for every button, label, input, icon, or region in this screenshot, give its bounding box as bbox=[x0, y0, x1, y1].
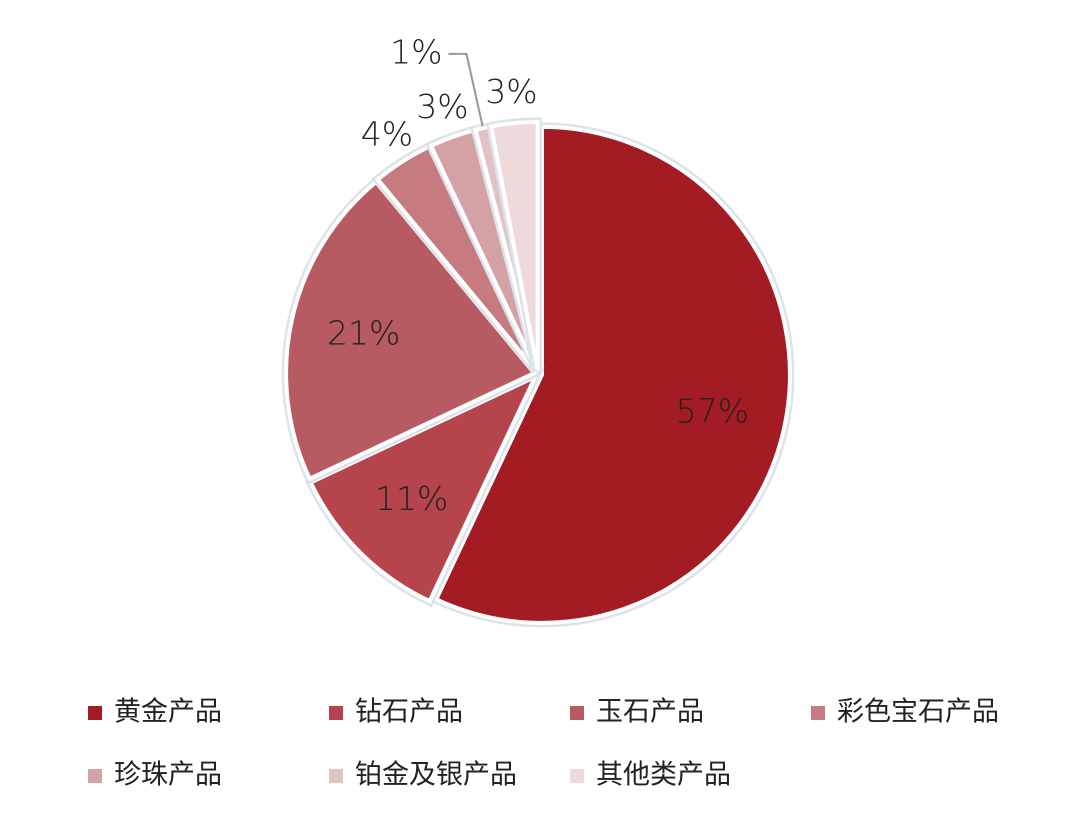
legend-swatch bbox=[570, 769, 584, 783]
data-label: 3% bbox=[416, 87, 468, 126]
data-label: 4% bbox=[361, 114, 413, 153]
legend-swatch bbox=[88, 769, 102, 783]
pie-slice bbox=[308, 372, 540, 604]
legend-label: 玉石产品 bbox=[596, 697, 704, 728]
data-label: 57% bbox=[676, 391, 749, 430]
data-label: 3% bbox=[485, 72, 537, 111]
data-label: 11% bbox=[375, 479, 448, 518]
pie-slice bbox=[488, 120, 540, 371]
legend-swatch bbox=[570, 706, 584, 720]
legend-label: 钻石产品 bbox=[355, 697, 463, 728]
leader-line bbox=[448, 52, 484, 127]
legend-label: 珍珠产品 bbox=[114, 760, 222, 791]
legend-label: 黄金产品 bbox=[114, 697, 222, 728]
pie-slice bbox=[433, 124, 792, 625]
data-label: 21% bbox=[327, 314, 400, 353]
legend-swatch bbox=[329, 769, 343, 783]
legend-label: 彩色宝石产品 bbox=[837, 697, 999, 728]
legend-swatch bbox=[329, 706, 343, 720]
pie-slice bbox=[284, 179, 538, 482]
legend-swatch bbox=[88, 706, 102, 720]
legend-swatch bbox=[811, 706, 825, 720]
legend-label: 其他类产品 bbox=[596, 760, 731, 791]
legend-label: 铂金及银产品 bbox=[355, 760, 517, 791]
data-label: 1% bbox=[390, 32, 442, 71]
